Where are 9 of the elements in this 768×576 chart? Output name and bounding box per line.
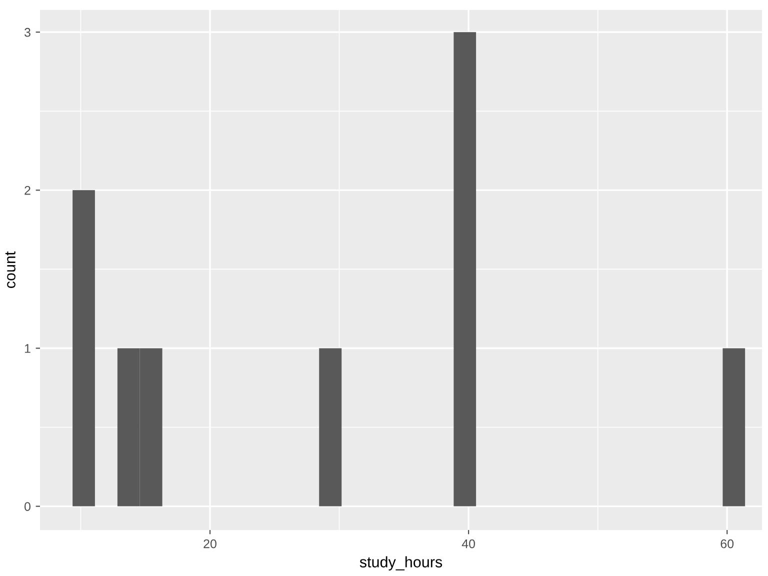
- y-tick-label: 2: [24, 186, 30, 195]
- x-tick-label: 40: [462, 539, 476, 548]
- y-axis-title: count: [5, 251, 16, 288]
- y-tick-label: 3: [24, 28, 30, 37]
- x-tick-label: 60: [720, 539, 734, 548]
- x-axis-title: study_hours: [360, 556, 442, 570]
- y-tick-label: 1: [24, 344, 30, 353]
- y-tick-label: 0: [24, 502, 30, 511]
- x-tick-label: 20: [204, 539, 216, 548]
